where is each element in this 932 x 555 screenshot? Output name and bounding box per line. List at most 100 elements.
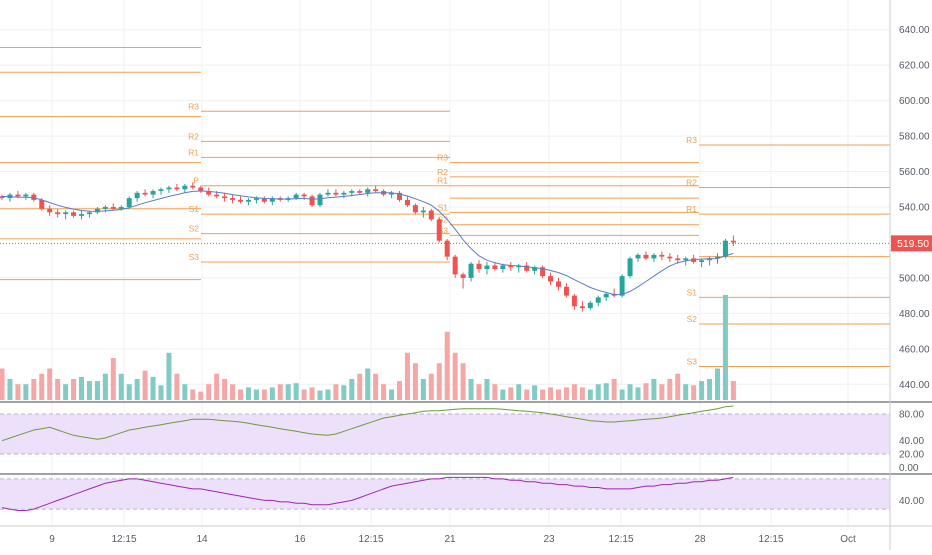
x-tick-label: 12:15 <box>358 534 383 545</box>
candle-body <box>587 302 593 309</box>
candle-body <box>683 258 689 261</box>
candle-body <box>484 265 490 270</box>
volume-bar <box>301 389 307 400</box>
candle-body <box>595 297 601 303</box>
volume-bar <box>730 381 736 400</box>
candle-body <box>730 240 736 243</box>
candle-body <box>55 212 61 215</box>
volume-bar <box>23 384 29 400</box>
volume-bar <box>611 379 617 400</box>
volume-bar <box>373 373 379 400</box>
volume-bars <box>0 295 736 400</box>
candle-body <box>460 274 466 278</box>
volume-bar <box>206 384 212 400</box>
candle-body <box>31 194 37 200</box>
volume-bar <box>15 384 21 400</box>
candle-body <box>412 205 418 213</box>
candle-body <box>452 256 458 275</box>
volume-bar <box>691 385 697 400</box>
candle-body <box>166 187 172 190</box>
volume-bar <box>699 381 705 400</box>
pivot-level-label: R1 <box>437 176 448 186</box>
candle-body <box>126 198 132 207</box>
y-tick-label: 620.00 <box>899 61 930 72</box>
secondary-oscillator-pane <box>0 476 890 511</box>
x-tick-label: 23 <box>543 534 555 545</box>
volume-bar <box>500 389 506 400</box>
candle-body <box>571 295 577 307</box>
x-tick-label: 16 <box>294 534 306 545</box>
candle-body <box>667 256 673 259</box>
volume-bar <box>587 389 593 400</box>
volume-bar <box>412 363 418 400</box>
candle-body <box>39 199 45 209</box>
volume-bar <box>222 379 228 400</box>
y-tick-label: 480.00 <box>899 309 930 320</box>
pivot-level-label: P <box>193 176 199 186</box>
volume-bar <box>667 379 673 400</box>
volume-bar <box>285 384 291 400</box>
candle-body <box>619 276 625 296</box>
volume-bar <box>261 389 267 400</box>
pivot-level-label: R2 <box>188 131 199 141</box>
x-tick-label: 14 <box>196 534 208 545</box>
volume-bar <box>365 368 371 400</box>
pivot-level-label: R2 <box>686 178 697 188</box>
pivot-level-label: R3 <box>686 135 697 145</box>
y-tick-label: 600.00 <box>899 96 930 107</box>
x-tick-label: 28 <box>694 534 706 545</box>
candle-body <box>532 267 538 271</box>
volume-bar <box>381 384 387 400</box>
volume-bar <box>63 384 69 400</box>
candle-body <box>47 208 53 213</box>
candle-body <box>468 263 474 278</box>
candle-body <box>102 207 108 209</box>
y-tick-label: 440.00 <box>899 380 930 391</box>
volume-bar <box>627 384 633 400</box>
volume-bar <box>715 368 720 400</box>
volume-bar <box>548 387 554 400</box>
candle-body <box>253 198 259 200</box>
volume-bar <box>389 389 395 400</box>
pivot-level-label: S1 <box>687 287 698 297</box>
volume-bar <box>357 373 363 400</box>
candle-body <box>691 258 697 262</box>
candle-body <box>548 276 554 282</box>
volume-bar <box>476 384 482 400</box>
volume-bar <box>309 387 315 400</box>
candle-body <box>659 254 665 257</box>
candle-body <box>476 263 482 270</box>
volume-bar <box>556 389 561 400</box>
volume-bar <box>150 376 156 400</box>
candle-body <box>428 210 434 220</box>
rsi-y-tick-label: 20.00 <box>899 450 924 461</box>
candle-body <box>444 240 450 257</box>
last-price-tag[interactable]: 519.50 <box>891 235 932 252</box>
pivot-level-label: S1 <box>189 204 200 214</box>
candle-body <box>341 192 347 195</box>
y-tick-label: 500.00 <box>899 273 930 284</box>
volume-bar <box>102 373 108 400</box>
volume-bar <box>71 379 77 400</box>
volume-bar <box>595 384 601 400</box>
volume-bar <box>158 385 164 400</box>
volume-bar <box>444 331 450 400</box>
candle-body <box>389 192 395 195</box>
x-tick-label: 9 <box>49 534 55 545</box>
volume-bar <box>404 352 410 400</box>
pivot-level-label: R1 <box>686 204 697 214</box>
rsi-y-tick-label: 80.00 <box>899 410 924 421</box>
candle-body <box>261 198 267 202</box>
volume-bar <box>230 384 236 400</box>
moving-average-path <box>1 190 734 296</box>
volume-bar <box>293 383 299 400</box>
volume-bar <box>47 368 53 400</box>
candle-body <box>317 194 323 206</box>
candle-body <box>301 194 307 197</box>
candle-body <box>150 191 156 195</box>
candle-body <box>540 267 546 277</box>
candle-body <box>349 191 355 193</box>
candle-body <box>63 212 69 215</box>
